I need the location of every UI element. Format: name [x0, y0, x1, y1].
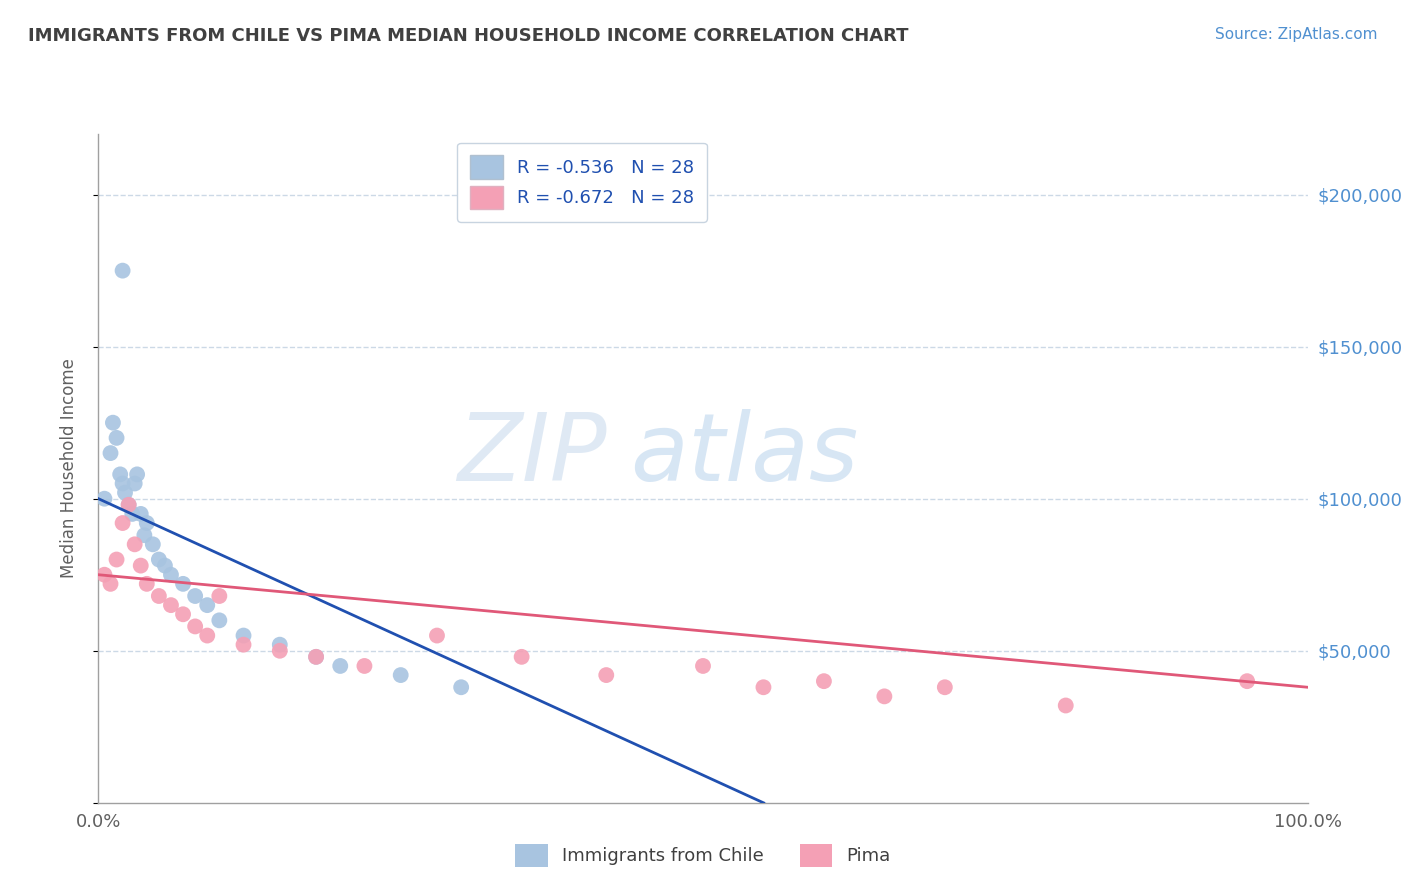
Point	[269, 638, 291, 652]
Point	[111, 263, 134, 277]
Point	[142, 537, 165, 551]
Point	[195, 628, 218, 642]
Text: atlas: atlas	[630, 409, 859, 500]
Point	[105, 552, 128, 566]
Point	[105, 431, 128, 445]
Point	[510, 649, 533, 664]
Point	[269, 644, 291, 658]
Point	[184, 619, 207, 633]
Point	[450, 680, 472, 694]
Point	[208, 613, 231, 627]
Legend: Immigrants from Chile, Pima: Immigrants from Chile, Pima	[508, 837, 898, 874]
Point	[111, 476, 134, 491]
Point	[148, 589, 170, 603]
Point	[108, 467, 131, 482]
Point	[114, 485, 136, 500]
Point	[160, 567, 183, 582]
Point	[305, 649, 328, 664]
Point	[124, 537, 146, 551]
Point	[692, 659, 714, 673]
Point	[813, 674, 835, 689]
Point	[208, 589, 231, 603]
Point	[129, 558, 152, 573]
Point	[129, 507, 152, 521]
Point	[124, 476, 146, 491]
Point	[118, 498, 141, 512]
Point	[232, 638, 254, 652]
Point	[153, 558, 176, 573]
Point	[160, 598, 183, 612]
Point	[389, 668, 412, 682]
Text: ZIP: ZIP	[457, 409, 606, 500]
Point	[184, 589, 207, 603]
Point	[426, 628, 449, 642]
Point	[121, 507, 143, 521]
Point	[111, 516, 134, 530]
Y-axis label: Median Household Income: Median Household Income	[59, 359, 77, 578]
Point	[93, 567, 115, 582]
Point	[135, 516, 157, 530]
Point	[118, 498, 141, 512]
Point	[232, 628, 254, 642]
Point	[127, 467, 149, 482]
Point	[1054, 698, 1077, 713]
Point	[134, 528, 156, 542]
Point	[195, 598, 218, 612]
Point	[305, 649, 328, 664]
Text: Source: ZipAtlas.com: Source: ZipAtlas.com	[1215, 27, 1378, 42]
Point	[934, 680, 956, 694]
Point	[1236, 674, 1258, 689]
Point	[100, 446, 122, 460]
Point	[172, 607, 194, 622]
Point	[135, 577, 157, 591]
Text: IMMIGRANTS FROM CHILE VS PIMA MEDIAN HOUSEHOLD INCOME CORRELATION CHART: IMMIGRANTS FROM CHILE VS PIMA MEDIAN HOU…	[28, 27, 908, 45]
Point	[100, 577, 122, 591]
Point	[329, 659, 352, 673]
Point	[172, 577, 194, 591]
Point	[93, 491, 115, 506]
Point	[873, 690, 896, 704]
Point	[148, 552, 170, 566]
Point	[595, 668, 617, 682]
Point	[752, 680, 775, 694]
Point	[101, 416, 124, 430]
Point	[353, 659, 375, 673]
